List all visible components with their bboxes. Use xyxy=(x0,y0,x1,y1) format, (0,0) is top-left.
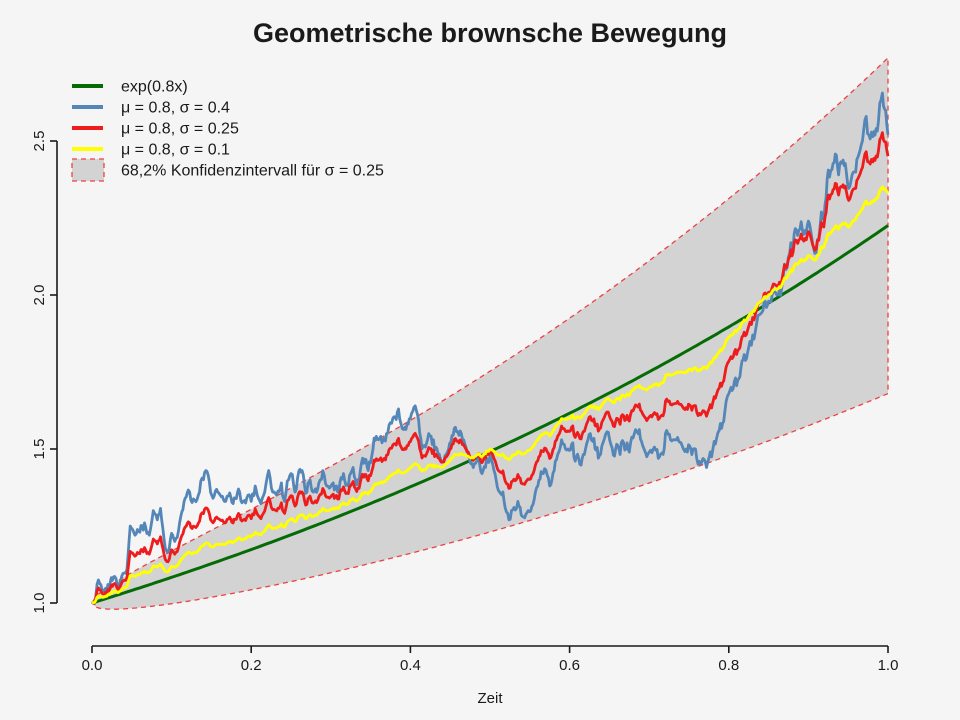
plot-area xyxy=(91,56,890,610)
legend-item-exp-curve: exp(0.8x) xyxy=(72,79,188,96)
series-gbm-sigma-0.25 xyxy=(91,131,890,605)
legend-swatch-confidence-band xyxy=(71,158,105,182)
x-tick-label-0.4: 0.4 xyxy=(400,657,421,674)
legend-item-gbm-sigma-0.4: μ = 0.8, σ = 0.4 xyxy=(72,100,230,117)
legend-label-confidence-band: 68,2% Konfidenzintervall für σ = 0.25 xyxy=(121,163,384,180)
x-tick-label-0.8: 0.8 xyxy=(718,657,739,674)
legend-item-gbm-sigma-0.1: μ = 0.8, σ = 0.1 xyxy=(72,142,230,159)
legend-label-exp-curve: exp(0.8x) xyxy=(121,79,188,96)
legend-label-gbm-sigma-0.1: μ = 0.8, σ = 0.1 xyxy=(121,142,230,159)
x-tick-label-1.0: 1.0 xyxy=(878,657,899,674)
legend-label-gbm-sigma-0.25: μ = 0.8, σ = 0.25 xyxy=(121,121,239,138)
x-tick-label-0.0: 0.0 xyxy=(82,657,103,674)
series-gbm-sigma-0.1 xyxy=(91,185,890,605)
legend-item-gbm-sigma-0.25: μ = 0.8, σ = 0.25 xyxy=(72,121,239,138)
legend-label-gbm-sigma-0.4: μ = 0.8, σ = 0.4 xyxy=(121,100,230,117)
series-gbm-sigma-0.4 xyxy=(91,91,890,606)
legend: exp(0.8x) μ = 0.8, σ = 0.4 μ = 0.8, σ = 0.… xyxy=(71,79,384,182)
chart-title: Geometrische brownsche Bewegung xyxy=(253,18,727,48)
x-tick-label-0.6: 0.6 xyxy=(559,657,580,674)
x-tick-label-0.2: 0.2 xyxy=(241,657,262,674)
x-axis-title: Zeit xyxy=(477,690,503,707)
legend-item-confidence-band: 68,2% Konfidenzintervall für σ = 0.25 xyxy=(71,158,384,182)
y-tick-label-2.5: 2.5 xyxy=(31,131,48,152)
y-tick-label-2.0: 2.0 xyxy=(31,285,48,306)
y-tick-label-1.5: 1.5 xyxy=(31,439,48,460)
y-tick-label-1.0: 1.0 xyxy=(31,593,48,614)
axes: 0.0 0.2 0.4 0.6 0.8 1.0 1.0 1.5 2.0 2.5 xyxy=(31,131,898,674)
